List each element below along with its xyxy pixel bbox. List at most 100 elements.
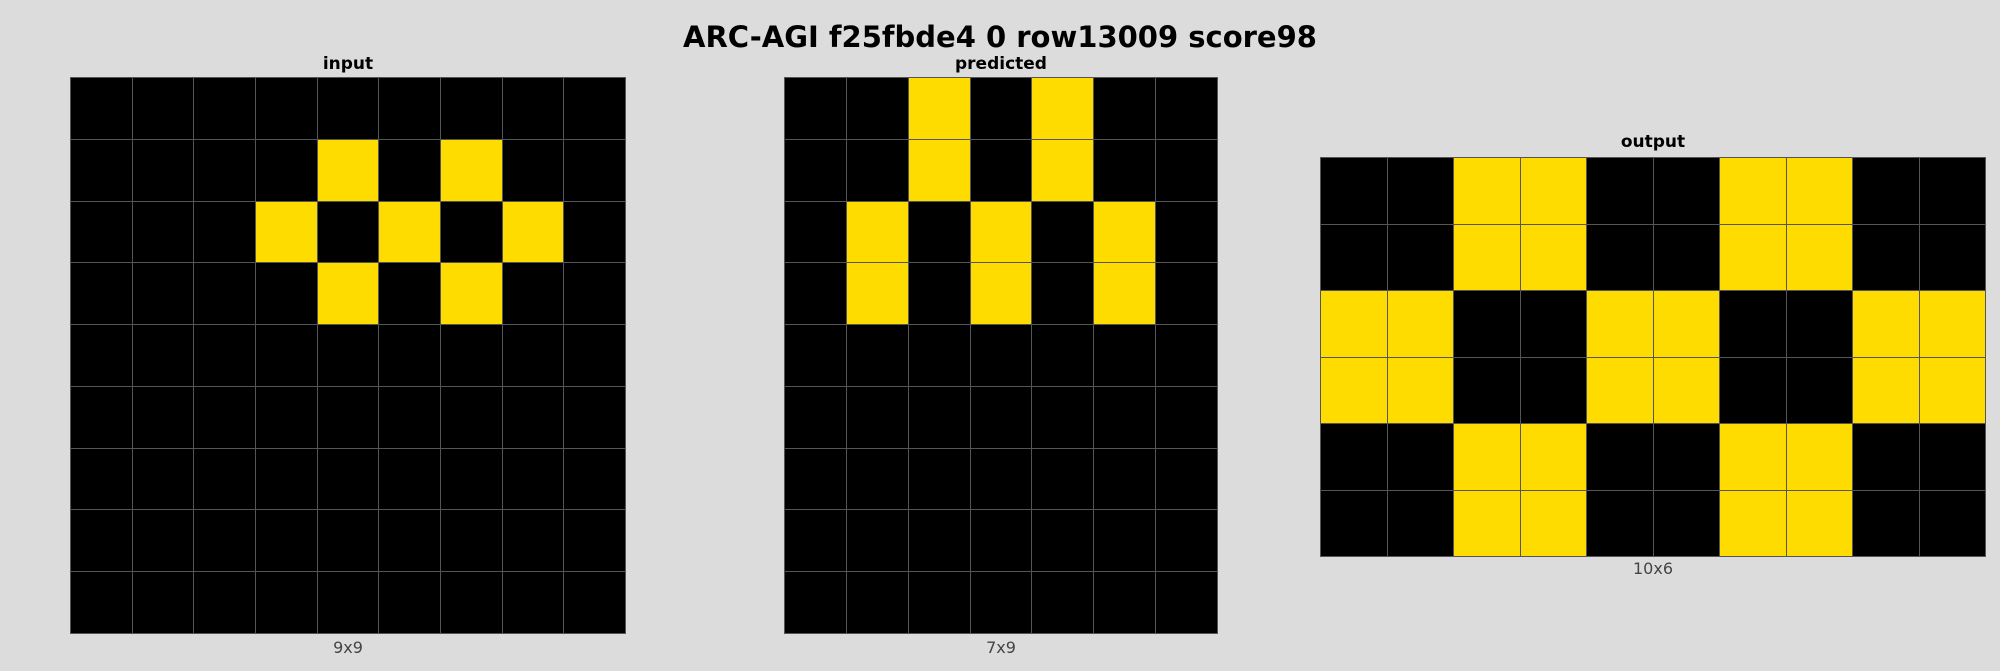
output-cell [1387, 357, 1453, 423]
output-cell [1720, 357, 1786, 423]
output-cell [1720, 424, 1786, 490]
input-cell [132, 263, 194, 325]
input-cell [317, 510, 379, 572]
input-cell [71, 325, 132, 386]
predicted-cell [846, 263, 908, 325]
predicted-cell [1032, 263, 1094, 325]
output-cell [1720, 490, 1786, 556]
predicted-cell [1032, 448, 1094, 510]
output-cell [1387, 490, 1453, 556]
input-cell [194, 572, 255, 633]
predicted-cell [1094, 78, 1156, 139]
input-cell [71, 386, 132, 448]
input-cell [502, 448, 564, 510]
predicted-cell [1156, 572, 1217, 633]
input-cell [132, 78, 194, 139]
input-cell [256, 201, 317, 263]
output-cell [1720, 291, 1786, 357]
input-cell [71, 572, 132, 633]
predicted-cell [970, 572, 1032, 633]
output-cell [1919, 158, 1985, 224]
input-cell [564, 510, 625, 572]
input-cell [564, 201, 625, 263]
output-cell [1853, 291, 1919, 357]
predicted-cell [970, 78, 1032, 139]
predicted-cell [785, 201, 846, 263]
predicted-cell [1094, 510, 1156, 572]
output-cell [1720, 224, 1786, 290]
input-cell [132, 448, 194, 510]
input-cell [502, 201, 564, 263]
input-cell [317, 78, 379, 139]
output-cell [1786, 158, 1852, 224]
output-cell [1454, 424, 1520, 490]
output-cell [1786, 291, 1852, 357]
predicted-cell [908, 325, 970, 386]
input-cell [502, 263, 564, 325]
output-panel: output 10x6 [1320, 128, 1986, 588]
output-cell [1520, 224, 1586, 290]
input-cell [71, 78, 132, 139]
input-cell [379, 201, 440, 263]
input-cell [317, 201, 379, 263]
input-cell [194, 325, 255, 386]
input-cell [132, 510, 194, 572]
input-cell [256, 325, 317, 386]
input-cell [564, 448, 625, 510]
input-cell [379, 386, 440, 448]
output-cell [1454, 224, 1520, 290]
predicted-cell [1156, 78, 1217, 139]
input-cell [502, 510, 564, 572]
output-cell [1387, 224, 1453, 290]
input-cell [502, 325, 564, 386]
input-cell [194, 386, 255, 448]
predicted-cell [785, 448, 846, 510]
predicted-cell [908, 201, 970, 263]
output-cell [1653, 490, 1719, 556]
input-cell [379, 263, 440, 325]
output-cell [1587, 490, 1653, 556]
predicted-cell [846, 201, 908, 263]
output-cell [1520, 291, 1586, 357]
predicted-cell [1032, 201, 1094, 263]
output-cell [1454, 158, 1520, 224]
predicted-cell [970, 139, 1032, 201]
input-cell [317, 325, 379, 386]
output-cell [1321, 424, 1387, 490]
input-cell [256, 386, 317, 448]
output-cell [1853, 424, 1919, 490]
input-cell [256, 78, 317, 139]
input-cell [317, 263, 379, 325]
input-cell [441, 139, 502, 201]
output-cell [1520, 424, 1586, 490]
predicted-cell [846, 78, 908, 139]
input-cell [256, 510, 317, 572]
output-cell [1853, 158, 1919, 224]
input-cell [441, 386, 502, 448]
predicted-dims: 7x9 [986, 638, 1016, 657]
output-cell [1919, 291, 1985, 357]
input-cell [194, 139, 255, 201]
output-cell [1853, 490, 1919, 556]
output-cell [1587, 158, 1653, 224]
input-cell [317, 139, 379, 201]
predicted-cell [970, 510, 1032, 572]
input-cell [502, 386, 564, 448]
predicted-cell [1094, 448, 1156, 510]
input-cell [256, 263, 317, 325]
input-cell [441, 325, 502, 386]
input-cell [379, 325, 440, 386]
input-cell [194, 510, 255, 572]
input-cell [71, 510, 132, 572]
input-cell [132, 386, 194, 448]
predicted-cell [846, 510, 908, 572]
output-cell [1786, 224, 1852, 290]
output-cell [1587, 291, 1653, 357]
input-cell [564, 386, 625, 448]
output-cell [1853, 357, 1919, 423]
input-cell [502, 572, 564, 633]
predicted-cell [1032, 78, 1094, 139]
predicted-cell [846, 572, 908, 633]
predicted-cell [1156, 386, 1217, 448]
output-cell [1720, 158, 1786, 224]
